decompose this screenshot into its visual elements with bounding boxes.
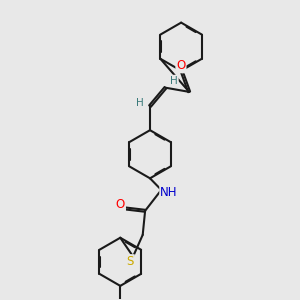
Text: H: H xyxy=(170,76,178,85)
Text: NH: NH xyxy=(160,186,178,199)
Text: H: H xyxy=(136,98,144,108)
Text: O: O xyxy=(116,198,125,211)
Text: O: O xyxy=(176,59,186,72)
Text: S: S xyxy=(127,255,134,268)
